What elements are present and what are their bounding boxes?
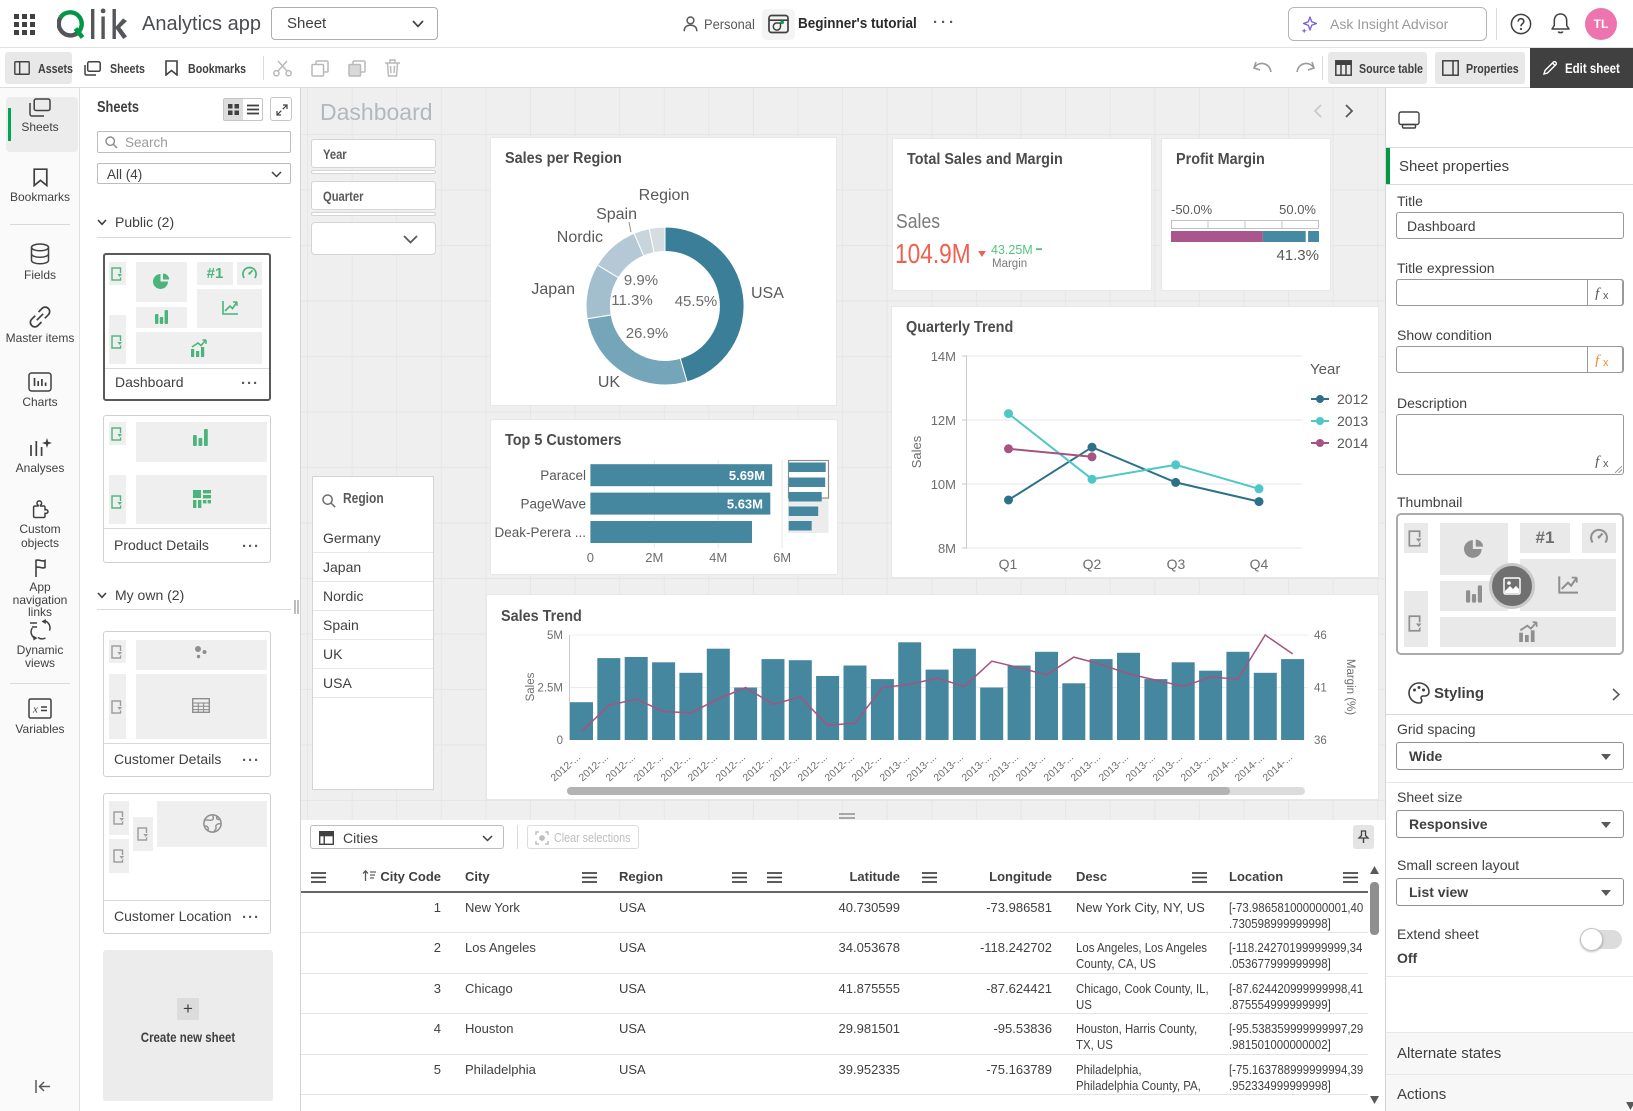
svg-text:Q1: Q1 — [999, 556, 1018, 572]
svg-text:f: f — [1595, 454, 1601, 468]
svg-text:Margin (%): Margin (%) — [1344, 659, 1356, 715]
svg-text:14M: 14M — [931, 349, 956, 364]
svg-text:f: f — [1595, 286, 1601, 300]
svg-text:2013-...: 2013-... — [1014, 751, 1048, 784]
svg-text:2012-...: 2012-... — [850, 751, 884, 784]
svg-text:0: 0 — [557, 735, 563, 747]
svg-text:5M: 5M — [547, 630, 563, 642]
svg-text:Sales: Sales — [909, 435, 924, 468]
svg-text:5.69M: 5.69M — [729, 468, 765, 483]
svg-text:10M: 10M — [931, 477, 956, 492]
svg-text:41.3%: 41.3% — [1276, 247, 1319, 262]
svg-text:2012-...: 2012-... — [549, 751, 583, 784]
svg-text:2013-...: 2013-... — [932, 751, 966, 784]
svg-text:12M: 12M — [931, 413, 956, 428]
svg-text:8M: 8M — [938, 541, 956, 556]
svg-text:26.9%: 26.9% — [626, 325, 669, 342]
svg-text:9.9%: 9.9% — [624, 272, 658, 289]
svg-text:PageWave: PageWave — [520, 496, 586, 511]
svg-text:11.3%: 11.3% — [611, 292, 652, 309]
svg-text:x: x — [32, 704, 38, 716]
svg-text:x: x — [1603, 290, 1609, 300]
svg-text:2013-...: 2013-... — [1069, 751, 1103, 784]
svg-text:2.5M: 2.5M — [537, 683, 563, 695]
svg-text:2012: 2012 — [1337, 391, 1368, 407]
svg-text:0: 0 — [587, 550, 594, 565]
svg-text:4M: 4M — [709, 550, 727, 565]
svg-text:2012-...: 2012-... — [768, 751, 802, 784]
svg-text:46: 46 — [1314, 630, 1327, 642]
svg-text:Sales: Sales — [525, 672, 537, 701]
svg-text:Q3: Q3 — [1167, 556, 1186, 572]
svg-text:Q4: Q4 — [1250, 556, 1269, 572]
svg-text:Paracel: Paracel — [540, 468, 586, 483]
svg-text:Nordic: Nordic — [557, 229, 603, 246]
svg-text:2014: 2014 — [1337, 435, 1368, 451]
svg-text:2014-...: 2014-... — [1233, 751, 1267, 784]
svg-text:x: x — [1603, 357, 1609, 367]
svg-text:Year: Year — [1310, 361, 1340, 378]
svg-text:2M: 2M — [645, 550, 663, 565]
svg-text:Deak-Perera ...: Deak-Perera ... — [494, 525, 586, 540]
svg-text:2013: 2013 — [1337, 413, 1368, 429]
svg-text:Japan: Japan — [531, 281, 575, 298]
svg-text:Region: Region — [639, 187, 690, 204]
svg-text:2014-...: 2014-... — [1261, 751, 1295, 784]
svg-text:UK: UK — [598, 374, 621, 391]
svg-text:Q2: Q2 — [1083, 556, 1102, 572]
svg-text:6M: 6M — [773, 550, 791, 565]
svg-text:2012-...: 2012-... — [604, 751, 638, 784]
svg-text:2013-...: 2013-... — [1151, 751, 1185, 784]
svg-text:Spain: Spain — [596, 206, 637, 223]
svg-text:USA: USA — [751, 285, 784, 302]
svg-text:2012-...: 2012-... — [686, 751, 720, 784]
svg-text:x: x — [1603, 458, 1609, 468]
svg-text:36: 36 — [1314, 735, 1327, 747]
svg-text:45.5%: 45.5% — [675, 293, 718, 310]
svg-text:f: f — [1595, 353, 1601, 367]
svg-text:41: 41 — [1314, 683, 1327, 695]
svg-text:5.63M: 5.63M — [727, 496, 763, 511]
